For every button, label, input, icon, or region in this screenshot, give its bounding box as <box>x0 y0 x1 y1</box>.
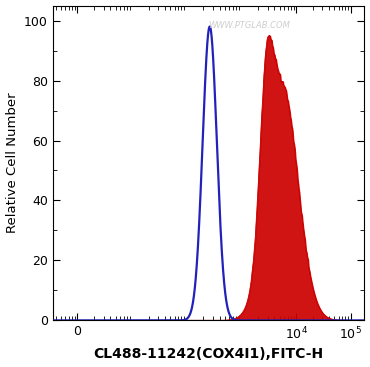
Text: WWW.PTGLAB.COM: WWW.PTGLAB.COM <box>208 21 290 30</box>
Y-axis label: Relative Cell Number: Relative Cell Number <box>6 93 18 233</box>
X-axis label: CL488-11242(COX4I1),FITC-H: CL488-11242(COX4I1),FITC-H <box>94 348 324 361</box>
